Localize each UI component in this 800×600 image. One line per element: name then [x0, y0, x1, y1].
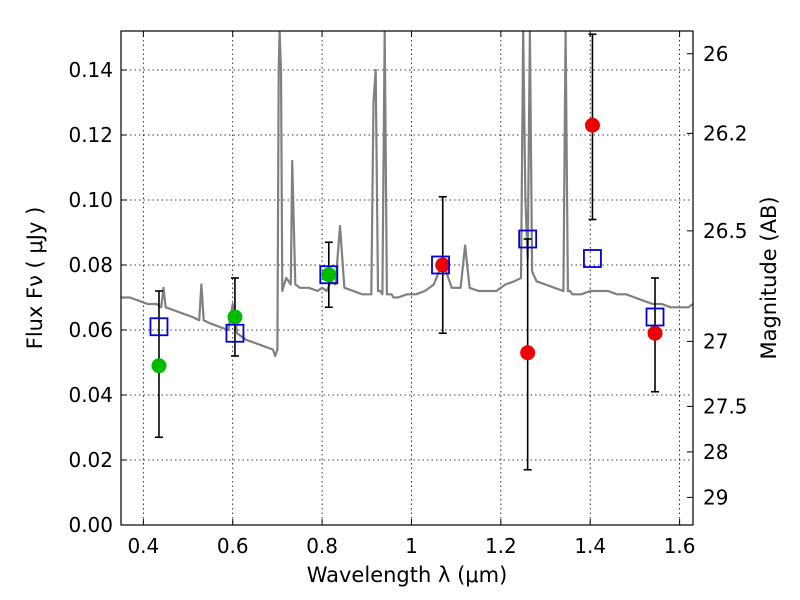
- y2-tick-label: 28: [703, 440, 728, 464]
- y-tick-label: 0.02: [68, 448, 113, 472]
- y2-tick-label: 26.5: [703, 219, 748, 243]
- y-tick-label: 0.06: [68, 318, 113, 342]
- y-axis-label: Flux Fν ( μJy ): [23, 207, 47, 350]
- y2-tick-label: 26.2: [703, 121, 748, 145]
- x-tick-label: 1.2: [485, 534, 517, 558]
- red-point: [647, 325, 663, 341]
- y-tick-label: 0.04: [68, 383, 113, 407]
- x-tick-label: 0.6: [217, 534, 249, 558]
- y2-tick-label: 27.5: [703, 394, 748, 418]
- data-markers: [149, 117, 665, 374]
- y2-axis-label: Magnitude (AB): [757, 196, 781, 359]
- axis-ticks: 0.4 0.6 0.8 1 1.2 1.4 1.6 0.00 0.02 0.04 0.06 0.08 0…: [68, 31, 748, 558]
- blue-square-point: [645, 307, 665, 327]
- y-tick-label: 0.14: [68, 58, 113, 82]
- blue-square-point: [518, 229, 538, 249]
- plot-frame: [120, 30, 694, 526]
- blue-square-point: [583, 249, 602, 268]
- green-point: [151, 358, 167, 374]
- blue-square-point: [225, 323, 245, 343]
- red-point: [584, 117, 600, 133]
- blue-square-point: [149, 317, 169, 337]
- y-tick-label: 0.00: [68, 513, 113, 537]
- y-tick-label: 0.10: [68, 188, 113, 212]
- blue-square-point: [319, 265, 339, 285]
- y-tick-label: 0.08: [68, 253, 113, 277]
- x-tick-label: 1.4: [574, 534, 606, 558]
- x-tick-label: 1.6: [664, 534, 696, 558]
- red-point: [435, 257, 451, 273]
- y2-tick-label: 26: [703, 42, 728, 66]
- blue-square-point: [431, 255, 450, 275]
- y2-tick-label: 27: [703, 329, 728, 353]
- grid: [121, 31, 693, 525]
- y-tick-label: 0.12: [68, 123, 113, 147]
- green-point: [321, 267, 337, 283]
- y2-tick-label: 29: [703, 485, 728, 509]
- x-tick-label: 0.4: [127, 534, 159, 558]
- red-point: [520, 345, 536, 361]
- x-axis-label: Wavelength λ (μm): [307, 563, 508, 587]
- x-tick-label: 0.8: [306, 534, 338, 558]
- plot-background: [121, 31, 693, 525]
- x-tick-label: 1: [405, 534, 418, 558]
- green-point: [227, 309, 243, 325]
